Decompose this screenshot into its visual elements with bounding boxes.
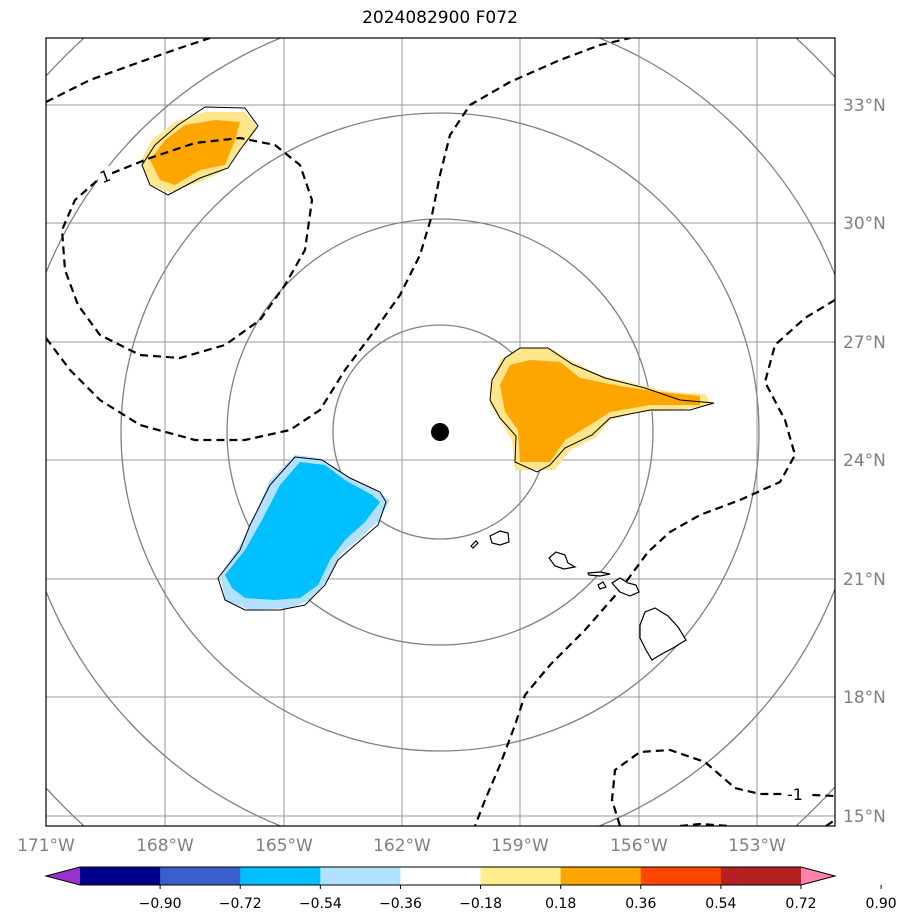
positive-anomaly-east — [489, 347, 715, 473]
range-ring-2 — [226, 218, 654, 646]
colorbar-extend-min — [46, 867, 80, 885]
lat-label-33n: 33°N — [843, 96, 886, 116]
dashed-contours — [46, 38, 835, 826]
anomaly-outline — [489, 347, 715, 473]
colorbar-tick-label: −0.54 — [299, 896, 342, 912]
colorbar-tick-label: 0.72 — [785, 896, 816, 912]
colorbar-segment — [240, 867, 321, 885]
lon-label-171w: 171°W — [17, 836, 75, 856]
lon-label-153w: 153°W — [728, 836, 786, 856]
storm-center-dot — [431, 423, 449, 441]
contour-southeast-edge — [679, 822, 731, 826]
map-frame — [45, 37, 836, 827]
hawaiian-islands — [470, 530, 687, 661]
island-kauai — [489, 530, 510, 546]
colorbar-outline — [44, 866, 837, 886]
negative-anomaly-southwest — [217, 455, 390, 611]
colorbar-segment — [400, 867, 482, 885]
island-lanai — [597, 581, 607, 590]
contour-southeast-loop — [610, 748, 835, 826]
colorbar-tick-label: −0.72 — [219, 896, 262, 912]
lon-label-159w: 159°W — [491, 836, 549, 856]
contour-corner — [825, 819, 835, 826]
colorbar-tick-label: −0.18 — [459, 896, 502, 912]
positive-anomaly-northwest — [140, 106, 259, 196]
anomaly-fill-mid — [500, 360, 700, 462]
range-ring-3 — [120, 112, 760, 752]
island-niihau — [470, 540, 479, 549]
colorbar-tick-label: −0.36 — [379, 896, 422, 912]
lon-label-168w: 168°W — [136, 836, 194, 856]
longitude-labels: 171°W 168°W 165°W 162°W 159°W 156°W 153°… — [17, 836, 786, 856]
colorbar-segment — [480, 867, 562, 885]
colorbar-segment — [720, 867, 802, 885]
colorbar-segment — [80, 867, 161, 885]
colorbar-segment — [640, 867, 722, 885]
lon-label-156w: 156°W — [610, 836, 668, 856]
contour-label-neg1: -1 — [787, 785, 803, 804]
contour-north-edge — [46, 38, 211, 103]
colorbar-tick-label: 0.90 — [866, 896, 897, 912]
lat-label-21n: 21°N — [843, 570, 886, 590]
colorbar-tick-label: 0.36 — [625, 896, 656, 912]
island-oahu — [548, 551, 577, 570]
lon-label-165w: 165°W — [255, 836, 313, 856]
island-hawaii — [639, 607, 687, 661]
lat-label-15n: 15°N — [843, 807, 886, 827]
lat-label-18n: 18°N — [843, 688, 886, 708]
colorbar-segment — [320, 867, 401, 885]
anomaly-fill-mid — [150, 120, 240, 185]
colorbar-tick-label: 0.18 — [545, 896, 576, 912]
colorbar-tick-label: −0.90 — [139, 896, 182, 912]
lon-label-162w: 162°W — [373, 836, 431, 856]
colorbar-segment — [560, 867, 642, 885]
colorbar-extend-max — [801, 867, 835, 885]
colorbar-segment — [160, 867, 241, 885]
contour-east — [473, 299, 835, 826]
colorbar-tick-label: 0.54 — [705, 896, 736, 912]
lat-label-24n: 24°N — [843, 451, 886, 471]
map-title: 2024082900 F072 — [362, 8, 518, 28]
latitude-labels: 33°N 30°N 27°N 24°N 21°N 18°N 15°N — [843, 96, 886, 827]
contour-northwest-loop — [60, 136, 314, 360]
lat-label-27n: 27°N — [843, 333, 886, 353]
island-maui — [611, 577, 640, 597]
anomaly-outline — [217, 456, 387, 611]
colorbar: −0.90 −0.72 −0.54 −0.36 −0.18 0.18 0.36 0.54 0.7… — [44, 866, 897, 912]
contour-labels: 1 -1 — [97, 166, 811, 804]
anomaly-fill-mid — [225, 462, 380, 600]
anomaly-outline — [141, 106, 259, 196]
island-molokai — [587, 571, 611, 577]
lat-label-30n: 30°N — [843, 214, 886, 234]
